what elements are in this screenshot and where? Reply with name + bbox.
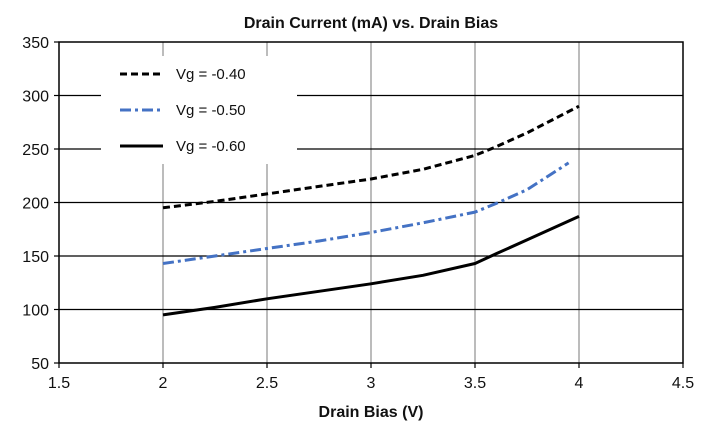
x-tick-label: 4.5	[672, 375, 694, 392]
series-line-1	[162, 104, 580, 210]
x-tick-label: 1.5	[48, 375, 70, 392]
series-line-2	[162, 161, 570, 265]
y-tick-label: 300	[22, 89, 49, 106]
y-tick-label: 200	[22, 196, 49, 213]
y-tick-label: 50	[31, 356, 49, 373]
series-lines	[162, 104, 580, 317]
legend-label-1: Vg = -0.40	[176, 66, 246, 83]
x-tick-label: 4	[575, 375, 584, 392]
axes	[54, 41, 684, 368]
tick-labels: 1.5 2 2.5 3 3.5 4 4.5 50 100 150 200 250 300 350	[22, 35, 694, 392]
legend: Vg = -0.40 Vg = -0.50 Vg = -0.60	[101, 56, 297, 164]
x-tick-label: 2	[159, 375, 168, 392]
legend-label-2: Vg = -0.50	[176, 102, 246, 119]
y-tick-label: 250	[22, 142, 49, 159]
x-tick-label: 2.5	[256, 375, 278, 392]
legend-label-3: Vg = -0.60	[176, 138, 246, 155]
y-tick-label: 100	[22, 303, 49, 320]
chart-title: Drain Current (mA) vs. Drain Bias	[244, 15, 498, 32]
y-tick-label: 350	[22, 35, 49, 52]
series-line-3	[162, 215, 580, 317]
x-tick-label: 3.5	[464, 375, 486, 392]
x-axis-label: Drain Bias (V)	[319, 404, 424, 421]
y-tick-label: 150	[22, 249, 49, 266]
x-tick-label: 3	[367, 375, 376, 392]
